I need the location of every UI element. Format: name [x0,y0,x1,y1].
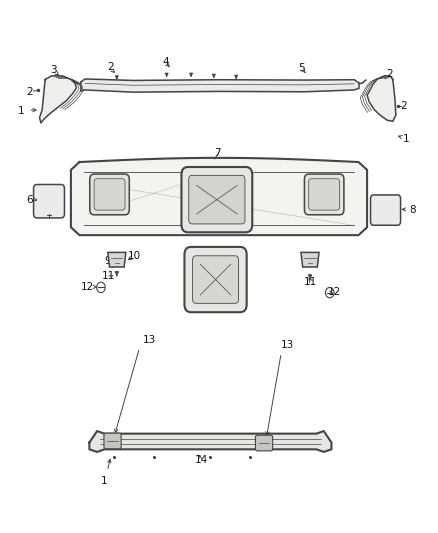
Polygon shape [81,79,358,92]
Text: 2: 2 [26,86,33,96]
Text: 8: 8 [409,205,416,215]
Text: 11: 11 [102,271,115,281]
Text: 4: 4 [162,56,169,67]
FancyBboxPatch shape [304,174,344,215]
Text: 10: 10 [127,251,141,261]
FancyBboxPatch shape [371,195,401,225]
Text: 11: 11 [304,277,318,287]
Polygon shape [39,76,77,123]
Text: 2: 2 [107,62,114,72]
FancyBboxPatch shape [184,247,247,312]
Text: 14: 14 [194,455,208,465]
FancyBboxPatch shape [193,256,239,303]
FancyBboxPatch shape [189,175,245,224]
Text: 13: 13 [143,335,156,345]
Text: 2: 2 [386,69,393,79]
Polygon shape [301,253,319,267]
FancyBboxPatch shape [94,179,125,210]
Text: 1: 1 [18,106,25,116]
FancyBboxPatch shape [104,433,121,449]
Text: 12: 12 [81,282,94,292]
Text: 1: 1 [403,134,409,143]
FancyBboxPatch shape [34,184,64,218]
Text: 2: 2 [400,101,407,111]
Text: 6: 6 [26,195,32,205]
Polygon shape [71,158,367,235]
Polygon shape [367,76,396,122]
FancyBboxPatch shape [90,174,129,215]
Polygon shape [108,253,126,267]
Text: 9: 9 [104,256,111,266]
Text: 9: 9 [312,256,318,266]
Text: 3: 3 [50,65,57,75]
Polygon shape [89,431,332,452]
Text: 5: 5 [299,63,305,73]
Text: 7: 7 [214,148,221,158]
Text: 1: 1 [101,475,108,486]
Text: 13: 13 [281,340,294,350]
FancyBboxPatch shape [309,179,339,210]
FancyBboxPatch shape [255,435,272,451]
Text: 12: 12 [328,287,341,296]
FancyBboxPatch shape [181,167,252,232]
